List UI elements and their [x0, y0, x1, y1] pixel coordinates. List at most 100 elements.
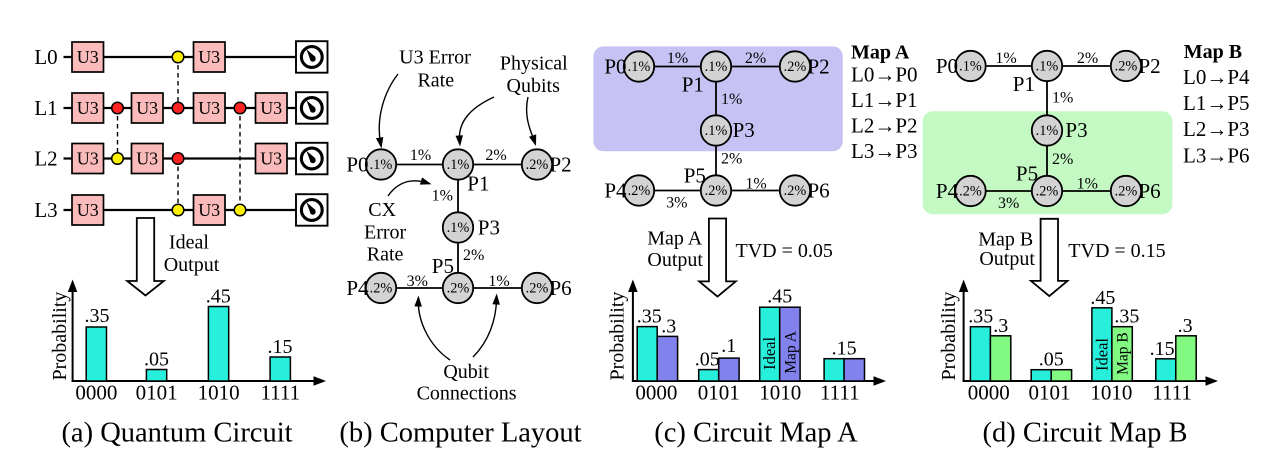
svg-text:U3: U3 [77, 47, 99, 67]
svg-text:.35: .35 [637, 306, 662, 328]
svg-text:.1%: .1% [447, 220, 470, 236]
svg-text:.1: .1 [721, 335, 736, 357]
svg-text:L1→P1: L1→P1 [851, 88, 918, 112]
svg-text:0000: 0000 [75, 381, 117, 405]
svg-text:P1: P1 [682, 72, 704, 96]
svg-text:.1%: .1% [1036, 59, 1059, 75]
svg-text:Ideal: Ideal [169, 232, 209, 254]
svg-text:1010: 1010 [759, 381, 801, 405]
svg-text:P2: P2 [1139, 54, 1161, 78]
svg-text:U3: U3 [77, 149, 99, 169]
svg-text:P5: P5 [684, 163, 706, 187]
svg-text:.3: .3 [993, 315, 1008, 337]
svg-text:.45: .45 [767, 286, 792, 308]
svg-text:.2%: .2% [370, 281, 393, 297]
svg-text:.1%: .1% [959, 59, 982, 75]
svg-text:1%: 1% [667, 50, 688, 67]
svg-text:P5: P5 [432, 254, 454, 278]
svg-text:P6: P6 [550, 276, 572, 300]
svg-text:.2%: .2% [784, 59, 807, 75]
svg-text:.45: .45 [206, 286, 231, 308]
svg-text:.3: .3 [661, 315, 676, 337]
svg-text:Map A: Map A [647, 227, 703, 249]
svg-text:.35: .35 [1114, 306, 1139, 328]
svg-text:U3: U3 [260, 98, 282, 118]
svg-text:Output: Output [647, 249, 703, 271]
svg-text:2%: 2% [485, 147, 506, 164]
svg-text:2%: 2% [745, 50, 766, 67]
svg-text:Map B: Map B [1184, 41, 1242, 63]
svg-text:.1%: .1% [705, 123, 728, 139]
svg-text:P3: P3 [1065, 118, 1087, 142]
svg-text:.2%: .2% [959, 184, 982, 200]
svg-text:U3: U3 [260, 149, 282, 169]
svg-text:1%: 1% [745, 176, 766, 193]
svg-text:2%: 2% [1052, 151, 1073, 168]
svg-text:Map B: Map B [1115, 332, 1132, 375]
svg-text:Qubit: Qubit [443, 361, 489, 383]
svg-text:.05: .05 [1039, 349, 1064, 371]
svg-text:L0→P4: L0→P4 [1183, 65, 1250, 89]
svg-text:P4: P4 [346, 276, 369, 300]
svg-text:3%: 3% [666, 194, 687, 211]
svg-text:P1: P1 [467, 171, 489, 195]
svg-text:(a) Quantum Circuit: (a) Quantum Circuit [61, 418, 292, 449]
svg-text:L2: L2 [34, 147, 57, 171]
svg-text:1%: 1% [432, 188, 453, 205]
svg-text:Probability: Probability [49, 292, 71, 381]
svg-text:L0: L0 [34, 45, 57, 69]
svg-text:3%: 3% [998, 195, 1019, 212]
svg-text:P5: P5 [1016, 162, 1038, 186]
svg-text:U3: U3 [198, 200, 220, 220]
svg-text:U3: U3 [77, 98, 99, 118]
svg-text:1%: 1% [1052, 90, 1073, 107]
svg-text:L0→P0: L0→P0 [851, 63, 918, 87]
svg-text:L3: L3 [34, 198, 57, 222]
svg-text:.1%: .1% [447, 157, 470, 173]
svg-text:Output: Output [979, 248, 1035, 270]
svg-text:1111: 1111 [1152, 381, 1192, 405]
svg-text:Output: Output [164, 254, 220, 276]
svg-text:.2%: .2% [526, 281, 549, 297]
svg-text:.1%: .1% [370, 157, 393, 173]
svg-text:.45: .45 [1090, 287, 1115, 309]
svg-text:U3: U3 [198, 47, 220, 67]
svg-text:Connections: Connections [417, 383, 517, 405]
svg-text:Map B: Map B [978, 229, 1033, 251]
svg-text:P2: P2 [550, 153, 572, 177]
svg-text:P3: P3 [478, 215, 500, 239]
svg-text:P6: P6 [808, 179, 830, 203]
svg-text:.05: .05 [144, 349, 169, 371]
svg-text:.2%: .2% [447, 281, 470, 297]
svg-text:.15: .15 [1150, 338, 1175, 360]
svg-text:(d) Circuit Map B: (d) Circuit Map B [982, 418, 1187, 449]
svg-text:0000: 0000 [635, 381, 677, 405]
svg-text:L1→P5: L1→P5 [1183, 91, 1250, 115]
svg-text:U3: U3 [198, 98, 220, 118]
svg-text:.35: .35 [85, 305, 110, 327]
svg-text:U3: U3 [136, 149, 158, 169]
svg-text:Qubits: Qubits [507, 75, 561, 97]
svg-text:.1%: .1% [705, 59, 728, 75]
svg-text:P0: P0 [936, 54, 958, 78]
svg-text:Rate: Rate [417, 70, 454, 92]
svg-text:P1: P1 [1013, 72, 1035, 96]
svg-text:L2→P3: L2→P3 [1183, 117, 1250, 141]
svg-text:Map A: Map A [782, 330, 799, 373]
svg-text:1%: 1% [410, 147, 431, 164]
svg-text:1111: 1111 [260, 381, 300, 405]
svg-text:P4: P4 [604, 179, 627, 203]
svg-text:0101: 0101 [1029, 381, 1071, 405]
svg-text:2%: 2% [463, 247, 484, 264]
svg-text:.2%: .2% [1115, 59, 1138, 75]
svg-text:.2%: .2% [784, 183, 807, 199]
svg-text:1%: 1% [995, 50, 1016, 67]
svg-text:(b) Computer Layout: (b) Computer Layout [339, 418, 581, 449]
svg-text:.2%: .2% [526, 157, 549, 173]
svg-text:2%: 2% [721, 151, 742, 168]
svg-text:L1: L1 [34, 96, 57, 120]
svg-text:.3: .3 [1178, 315, 1193, 337]
svg-text:Map A: Map A [851, 41, 910, 63]
svg-text:.2%: .2% [1115, 184, 1138, 200]
svg-text:.35: .35 [968, 306, 993, 328]
